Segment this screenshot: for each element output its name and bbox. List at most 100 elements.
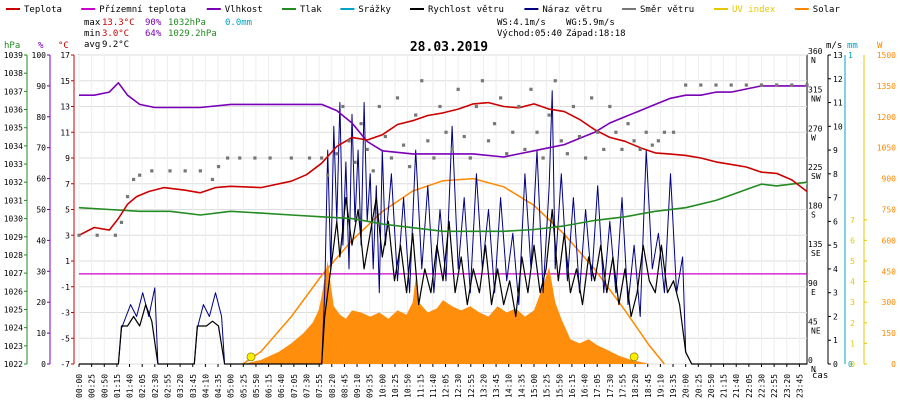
direction-compass-label-6: W [811, 133, 816, 142]
legend-label-8: UV index [732, 5, 776, 15]
legend-label-9: Solar [813, 5, 841, 15]
pressure-tick-label-8: 1030 [4, 215, 23, 224]
uv-tick-label-4: 4 [850, 278, 855, 287]
humidity-tick-label-9: 90 [36, 82, 46, 91]
x-tick-label-16: 06:40 [277, 374, 286, 398]
humidity-tick-label-1: 10 [36, 329, 46, 338]
x-tick-label-21: 08:45 [340, 374, 349, 398]
solar-tick-label-4: 600 [882, 236, 897, 245]
x-tick-label-35: 14:35 [517, 374, 526, 398]
temperature-tick-label-7: 7 [65, 180, 70, 189]
x-tick-label-51: 21:15 [720, 374, 729, 398]
x-tick-label-50: 20:50 [707, 374, 716, 398]
solar-tick-label-9: 1350 [877, 82, 896, 91]
pressure-tick-label-16: 1038 [4, 69, 23, 78]
temperature-unit: °C [58, 41, 69, 51]
legend-label-4: Srážky [358, 5, 391, 15]
x-tick-label-26: 10:50 [404, 374, 413, 398]
x-tick-label-48: 20:00 [682, 374, 691, 398]
x-tick-label-9: 03:45 [189, 374, 198, 398]
wind-direction-point-3 [119, 220, 124, 224]
x-tick-label-54: 22:30 [758, 374, 767, 398]
stat-max-hum: 90% [145, 18, 162, 28]
wind-direction-point-16 [268, 156, 272, 160]
x-tick-label-39: 16:15 [568, 374, 577, 398]
wind-direction-point-23 [347, 139, 351, 143]
chart-date: 28.03.2019 [410, 40, 488, 55]
x-tick-label-4: 01:40 [126, 374, 135, 398]
wind-direction-point-77 [684, 83, 688, 87]
x-tick-label-1: 00:25 [88, 374, 97, 398]
x-tick-label-37: 15:25 [543, 374, 552, 398]
x-tick-label-24: 10:00 [378, 374, 387, 398]
x-tick-label-31: 12:55 [467, 374, 476, 398]
wind-direction-point-47 [492, 122, 497, 126]
wind-tick-label-10: 10 [833, 122, 843, 131]
wind-direction-point-83 [775, 83, 779, 87]
wind-tick-label-2: 2 [833, 312, 838, 321]
humidity-tick-label-10: 100 [32, 51, 47, 60]
temperature-tick-label-2: -3 [60, 309, 70, 318]
left-axes: 1022102310241025102610271028102910301031… [4, 41, 75, 369]
stat-sunset: Západ:18:18 [566, 29, 626, 39]
x-tick-label-32: 13:20 [479, 374, 488, 398]
humidity-line [79, 82, 807, 158]
pressure-tick-label-2: 1024 [4, 324, 23, 333]
wind-direction-point-14 [238, 156, 242, 160]
direction-compass-label-3: SE [811, 249, 821, 258]
uv-tick-label-5: 5 [850, 257, 855, 266]
stat-ws: WS:4.1m/s [497, 18, 546, 28]
legend-label-0: Teplota [24, 5, 62, 15]
wind-direction-point-69 [626, 122, 630, 126]
rain-tick-label-1: 1 [848, 51, 853, 60]
pressure-tick-label-17: 1039 [4, 51, 23, 60]
wind-tick-label-9: 9 [833, 146, 838, 155]
direction-compass-label-7: NW [811, 95, 821, 104]
wind-direction-point-34 [414, 113, 418, 117]
legend-label-2: Vlhkost [225, 5, 263, 15]
wind-direction-point-84 [790, 83, 794, 87]
wind-direction-point-19 [320, 156, 324, 160]
x-tick-label-7: 02:55 [163, 374, 172, 398]
wind-direction-point-49 [505, 152, 509, 156]
pressure-tick-label-1: 1023 [4, 342, 23, 351]
direction-compass-label-4: S [811, 211, 816, 220]
x-tick-label-46: 19:10 [656, 374, 665, 398]
x-tick-label-34: 14:10 [505, 374, 514, 398]
x-tick-label-45: 18:45 [644, 374, 653, 398]
wind-tick-label-8: 8 [833, 170, 838, 179]
direction-tick-label-2: 90 [808, 279, 818, 288]
temperature-tick-label-12: 17 [60, 51, 70, 60]
direction-tick-label-7: 315 [808, 86, 823, 95]
wind-direction-point-29 [383, 134, 387, 139]
x-tick-label-12: 05:00 [227, 374, 236, 398]
direction-tick-label-8: 360 [808, 47, 823, 56]
wind-direction-point-17 [289, 156, 293, 160]
legend-label-7: Směr větru [640, 5, 694, 15]
x-tick-label-25: 10:25 [391, 374, 400, 398]
uv-tick-label-0: 0 [850, 360, 855, 369]
wind-direction-point-27 [371, 169, 375, 173]
wind-direction-point-44 [474, 104, 478, 109]
wind-tick-label-11: 11 [833, 99, 843, 108]
temperature-tick-label-1: -5 [60, 334, 70, 343]
solar-tick-label-1: 150 [882, 329, 897, 338]
wind-direction-point-80 [729, 83, 733, 87]
wind-direction-point-67 [614, 130, 618, 134]
x-tick-label-42: 17:30 [606, 374, 615, 398]
direction-compass-label-5: SW [811, 172, 821, 181]
wind-direction-point-79 [714, 83, 718, 87]
x-tick-label-53: 22:05 [745, 374, 754, 398]
legend-label-3: Tlak [300, 5, 322, 15]
solar-tick-label-6: 900 [882, 175, 897, 184]
x-tick-label-43: 17:55 [618, 374, 627, 398]
wind-direction-point-85 [805, 83, 809, 87]
x-axis: 00:00 00:25 00:50 01:15 01:40 02:05 02:30 02:55… [75, 364, 804, 398]
wind-direction-point-25 [359, 122, 363, 126]
uv-tick-label-1: 1 [850, 339, 855, 348]
wind-direction-point-54 [535, 130, 539, 134]
wind-direction-point-31 [395, 96, 400, 100]
pressure-line [78, 181, 808, 233]
wind-direction-point-21 [335, 152, 339, 156]
